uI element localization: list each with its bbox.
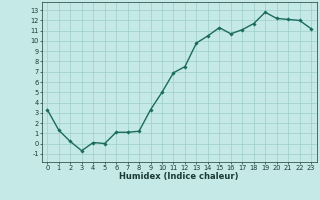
X-axis label: Humidex (Indice chaleur): Humidex (Indice chaleur) bbox=[119, 172, 239, 181]
